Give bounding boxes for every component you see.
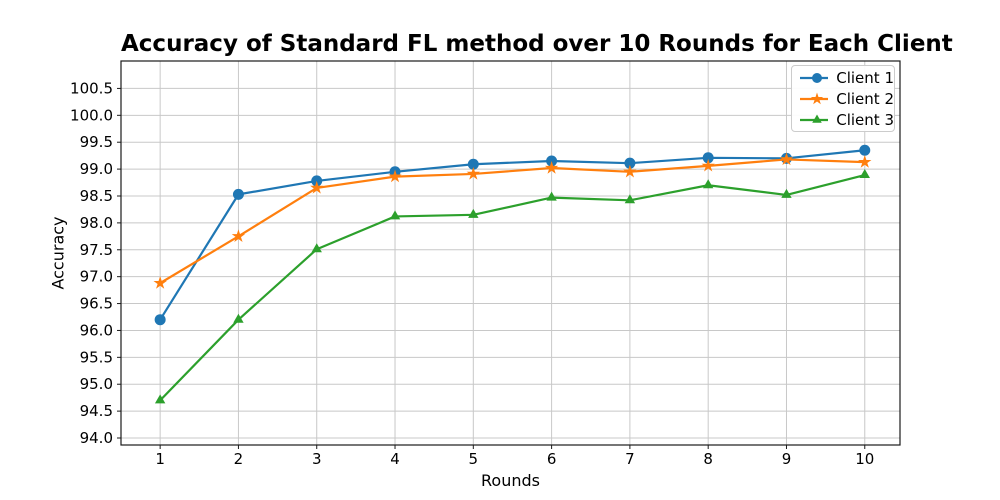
marker-client-3 (468, 208, 479, 218)
marker-client-2 (231, 229, 246, 242)
marker-client-3 (702, 179, 714, 189)
legend-item-client-1: Client 1 (792, 67, 894, 88)
y-tick-label: 94.0 (80, 429, 113, 447)
marker-client-3 (233, 313, 244, 323)
marker-client-3 (781, 188, 792, 198)
y-tick-label: 100.0 (70, 106, 113, 124)
x-tick-label: 10 (855, 450, 874, 468)
legend: Client 1 Client 2 Client 3 (791, 65, 895, 132)
x-tick-label: 4 (390, 450, 400, 468)
marker-client-1 (546, 155, 558, 167)
marker-client-1 (702, 152, 714, 164)
axes-spines (120, 60, 901, 446)
marker-client-1 (859, 144, 871, 156)
marker-client-1 (232, 188, 244, 200)
y-tick-label: 99.5 (80, 133, 113, 151)
y-tick-label: 97.5 (80, 241, 113, 259)
marker-client-3 (546, 191, 557, 201)
y-tick-label: 98.5 (80, 187, 113, 205)
legend-label: Client 1 (836, 68, 894, 87)
y-tick-label: 100.5 (70, 79, 113, 97)
x-tick-label: 7 (625, 450, 635, 468)
marker-client-3 (311, 243, 322, 253)
marker-client-3 (624, 194, 636, 204)
marker-client-1 (624, 157, 636, 169)
y-tick-label: 95.0 (80, 375, 113, 393)
legend-swatch-marker (812, 114, 822, 123)
x-tick-label: 5 (469, 450, 479, 468)
x-tick-label: 8 (703, 450, 713, 468)
x-tick-label: 6 (547, 450, 557, 468)
legend-item-client-2: Client 2 (792, 88, 894, 109)
marker-client-2 (153, 276, 167, 289)
y-tick-label: 97.0 (80, 268, 113, 286)
marker-client-2 (701, 158, 715, 172)
x-tick-label: 1 (155, 450, 165, 468)
marker-client-1 (467, 158, 479, 170)
series-line-client-2 (159, 158, 866, 285)
y-tick-label: 98.0 (80, 214, 113, 232)
star-marker-swatch-icon (800, 92, 829, 104)
marker-client-2 (544, 161, 559, 174)
marker-client-2 (779, 152, 794, 166)
x-tick-label: 3 (312, 450, 322, 468)
legend-label: Client 3 (836, 110, 894, 129)
series-line-client-3 (159, 173, 866, 402)
y-tick-label: 95.5 (80, 348, 113, 366)
circle-marker-swatch-icon (800, 72, 829, 83)
legend-swatch-marker (812, 72, 822, 83)
marker-client-2 (310, 180, 324, 194)
y-tick-label: 96.5 (80, 295, 113, 313)
marker-client-2 (466, 166, 480, 180)
y-tick-label: 94.5 (80, 402, 113, 420)
marker-client-3 (859, 169, 870, 179)
marker-client-3 (389, 210, 401, 220)
legend-swatch-marker (810, 92, 824, 104)
x-tick-label: 9 (782, 450, 792, 468)
x-axis-label: Rounds (481, 471, 540, 490)
chart-title: Accuracy of Standard FL method over 10 R… (121, 31, 953, 57)
legend-label: Client 2 (836, 89, 894, 108)
y-tick-label: 99.0 (80, 160, 113, 178)
y-tick-label: 96.0 (80, 321, 113, 339)
marker-client-2 (388, 169, 402, 183)
series-line-client-1 (159, 149, 866, 321)
marker-client-1 (154, 314, 166, 326)
marker-client-3 (154, 394, 166, 404)
x-tick-label: 2 (234, 450, 244, 468)
legend-item-client-3: Client 3 (792, 109, 894, 130)
marker-client-2 (623, 164, 637, 178)
marker-client-2 (858, 155, 872, 168)
triangle-up-marker-swatch-icon (800, 114, 829, 123)
